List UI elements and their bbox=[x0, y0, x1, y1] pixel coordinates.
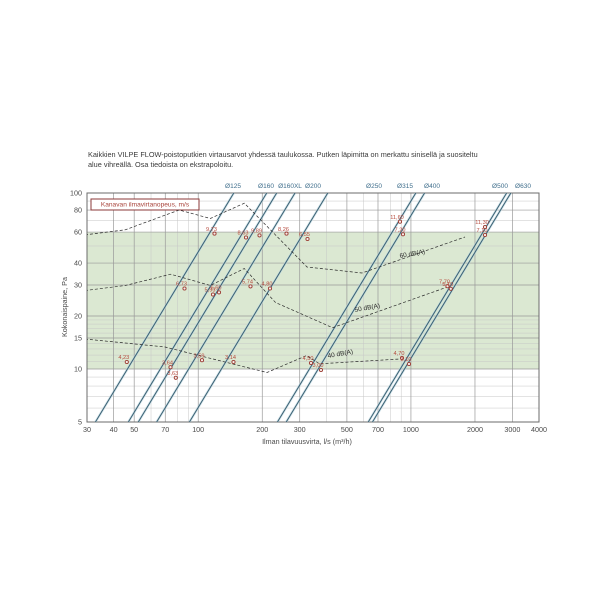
svg-text:3,63: 3,63 bbox=[167, 371, 178, 377]
svg-text:3,59: 3,59 bbox=[194, 353, 205, 359]
svg-text:9,89: 9,89 bbox=[251, 229, 262, 235]
svg-text:Ø125: Ø125 bbox=[225, 183, 241, 190]
svg-text:40: 40 bbox=[110, 425, 118, 434]
svg-text:300: 300 bbox=[294, 425, 306, 434]
svg-text:40: 40 bbox=[74, 259, 82, 268]
svg-text:4,50: 4,50 bbox=[303, 356, 314, 362]
svg-text:7,10: 7,10 bbox=[477, 228, 488, 234]
svg-text:Ø630: Ø630 bbox=[515, 183, 531, 190]
svg-text:200: 200 bbox=[256, 425, 268, 434]
svg-text:8,26: 8,26 bbox=[278, 227, 289, 233]
svg-text:Ø160XL: Ø160XL bbox=[278, 183, 302, 190]
svg-text:70: 70 bbox=[161, 425, 169, 434]
svg-text:8,63: 8,63 bbox=[238, 231, 249, 237]
svg-text:9,73: 9,73 bbox=[206, 227, 217, 233]
svg-text:7,20: 7,20 bbox=[395, 228, 406, 234]
svg-text:4000: 4000 bbox=[531, 425, 547, 434]
svg-text:3,64: 3,64 bbox=[162, 360, 173, 366]
svg-text:100: 100 bbox=[70, 189, 82, 198]
svg-text:11,60: 11,60 bbox=[390, 215, 404, 221]
svg-text:alue vihreällä. Osa tiedoista: alue vihreällä. Osa tiedoista on ekstrap… bbox=[88, 160, 233, 169]
svg-text:6,60: 6,60 bbox=[211, 286, 222, 292]
svg-text:700: 700 bbox=[372, 425, 384, 434]
svg-text:Ø400: Ø400 bbox=[424, 183, 440, 190]
svg-text:4,80: 4,80 bbox=[262, 282, 273, 288]
svg-text:6,55: 6,55 bbox=[299, 232, 310, 238]
svg-text:1000: 1000 bbox=[403, 425, 419, 434]
svg-text:Kokonaispaine, Pa: Kokonaispaine, Pa bbox=[60, 277, 69, 337]
svg-text:Ø315: Ø315 bbox=[397, 183, 413, 190]
svg-text:Ø250: Ø250 bbox=[366, 183, 382, 190]
svg-text:500: 500 bbox=[341, 425, 353, 434]
svg-text:100: 100 bbox=[192, 425, 204, 434]
svg-text:3,14: 3,14 bbox=[225, 355, 236, 361]
svg-text:20: 20 bbox=[74, 312, 82, 321]
svg-text:Ø500: Ø500 bbox=[492, 183, 508, 190]
svg-text:3,00: 3,00 bbox=[313, 363, 324, 369]
svg-text:3,10: 3,10 bbox=[401, 357, 412, 363]
svg-text:30: 30 bbox=[74, 281, 82, 290]
svg-text:Kanavan ilmavirtanopeus, m/s: Kanavan ilmavirtanopeus, m/s bbox=[101, 202, 190, 209]
svg-text:10: 10 bbox=[74, 365, 82, 374]
svg-text:60: 60 bbox=[74, 228, 82, 237]
svg-text:5: 5 bbox=[78, 418, 82, 427]
svg-text:4,23: 4,23 bbox=[118, 355, 129, 361]
svg-text:5,10: 5,10 bbox=[442, 282, 453, 288]
svg-text:3000: 3000 bbox=[504, 425, 520, 434]
svg-text:6,73: 6,73 bbox=[176, 282, 187, 288]
svg-text:Ilman tilavuusvirta, l/s (m³/h: Ilman tilavuusvirta, l/s (m³/h) bbox=[262, 437, 352, 446]
svg-text:2000: 2000 bbox=[467, 425, 483, 434]
svg-text:Kaikkien VILPE FLOW-poistoputk: Kaikkien VILPE FLOW-poistoputkien virtau… bbox=[88, 150, 478, 159]
svg-text:Ø160: Ø160 bbox=[258, 183, 274, 190]
svg-text:50: 50 bbox=[130, 425, 138, 434]
svg-text:5,74: 5,74 bbox=[242, 280, 253, 286]
svg-text:15: 15 bbox=[74, 334, 82, 343]
svg-text:80: 80 bbox=[74, 206, 82, 215]
svg-text:Ø200: Ø200 bbox=[305, 183, 321, 190]
svg-text:30: 30 bbox=[83, 425, 91, 434]
svg-text:11,30: 11,30 bbox=[475, 220, 489, 226]
